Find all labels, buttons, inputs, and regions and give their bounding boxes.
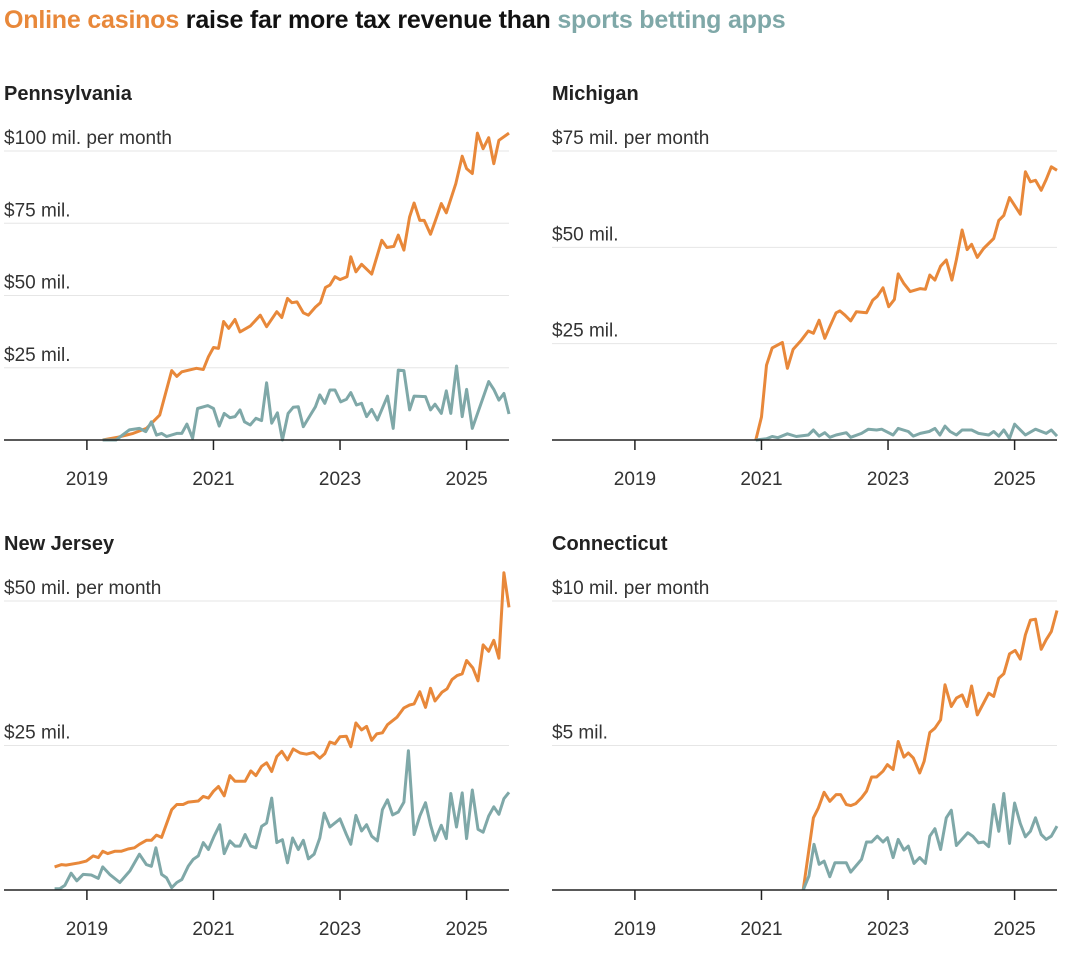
y-tick-label: $100 mil. per month (4, 128, 172, 149)
x-tick-label: 2021 (192, 919, 234, 940)
chart-pennsylvania: $25 mil. $50 mil. $75 mil. $100 mil. per mo… (4, 128, 511, 490)
panel-title-new-jersey: New Jersey (4, 533, 115, 555)
x-tick-label: 2025 (993, 469, 1035, 490)
series-line-online-casinos (754, 165, 1058, 441)
y-tick-label: $75 mil. (4, 200, 71, 221)
x-tick-label: 2019 (614, 469, 656, 490)
x-tick-label: 2025 (445, 469, 487, 490)
y-tick-label: $10 mil. per month (552, 578, 709, 599)
x-tick-label: 2021 (740, 919, 782, 940)
x-tick-label: 2021 (192, 469, 234, 490)
series-line-online-casinos (102, 131, 510, 442)
chart-connecticut: $5 mil. $10 mil. per month 2019 2021 2023 202… (552, 578, 1059, 940)
panel-title-michigan: Michigan (552, 83, 639, 105)
x-tick-label: 2025 (445, 919, 487, 940)
x-tick-label: 2023 (319, 469, 361, 490)
headline-sports-betting: sports betting apps (557, 6, 786, 34)
x-tick-label: 2023 (319, 919, 361, 940)
panel-title-connecticut: Connecticut (552, 533, 668, 555)
y-tick-label: $50 mil. (552, 224, 619, 245)
series-line-sports-betting (801, 792, 1059, 891)
y-tick-label: $50 mil. (4, 273, 71, 294)
x-tick-label: 2025 (993, 919, 1035, 940)
y-tick-label: $25 mil. (552, 321, 619, 342)
chart-new-jersey: $25 mil. $50 mil. per month 2019 2021 2023 20… (4, 571, 511, 940)
y-tick-label: $25 mil. (4, 345, 71, 366)
x-tick-label: 2019 (614, 919, 656, 940)
headline-middle: raise far more tax revenue than (179, 6, 558, 34)
x-tick-label: 2021 (740, 469, 782, 490)
headline: Online casinos raise far more tax revenu… (4, 6, 786, 35)
headline-online-casinos: Online casinos (4, 6, 180, 34)
x-tick-label: 2019 (66, 469, 108, 490)
panel-title-pennsylvania: Pennsylvania (4, 83, 132, 105)
y-tick-label: $25 mil. (4, 723, 71, 744)
series-line-sports-betting (755, 422, 1059, 442)
chart-michigan: $25 mil. $50 mil. $75 mil. per month 2019 20… (552, 128, 1059, 490)
series-line-online-casinos (54, 571, 511, 869)
x-tick-label: 2023 (867, 469, 909, 490)
series-line-sports-betting (102, 364, 511, 442)
series-line-online-casinos (801, 610, 1059, 891)
y-tick-label: $75 mil. per month (552, 128, 709, 149)
x-tick-label: 2023 (867, 919, 909, 940)
y-tick-label: $5 mil. (552, 723, 608, 744)
y-tick-label: $50 mil. per month (4, 578, 161, 599)
series-line-sports-betting (54, 749, 511, 891)
x-tick-label: 2019 (66, 919, 108, 940)
